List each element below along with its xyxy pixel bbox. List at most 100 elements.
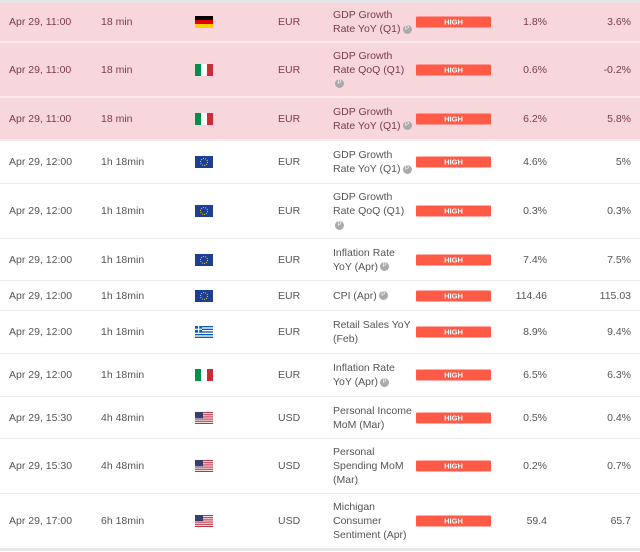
event-title: GDP Growth Rate YoY (Q1): [333, 9, 401, 35]
forecast-value: 65.7: [610, 515, 631, 527]
greece-flag-icon: [195, 326, 213, 340]
preliminary-icon: P: [402, 24, 412, 34]
actual-value: 1.8%: [523, 16, 547, 28]
actual-value: 4.6%: [523, 156, 547, 168]
impact-badge: HIGH: [416, 460, 491, 472]
actual-value: 0.3%: [523, 205, 547, 217]
event-date: Apr 29, 12:00: [9, 156, 73, 168]
event-date: Apr 29, 12:00: [9, 369, 73, 381]
event-title: GDP Growth Rate QoQ (Q1): [333, 191, 405, 217]
currency: EUR: [278, 253, 301, 266]
usa-flag-icon: [195, 460, 213, 472]
currency: USD: [278, 460, 301, 472]
event-date: Apr 29, 11:00: [9, 63, 72, 76]
time-remaining: 1h 18min: [101, 253, 145, 266]
actual-value: 59.4: [526, 515, 547, 527]
table-row[interactable]: Apr 29, 15:30 4h 48min USD Personal Inco…: [0, 397, 640, 439]
actual-value: 7.4%: [523, 253, 547, 266]
event-date: Apr 29, 12:00: [9, 205, 73, 217]
time-remaining: 1h 18min: [101, 156, 145, 168]
forecast-value: 5%: [615, 156, 631, 168]
impact-badge: HIGH: [416, 113, 491, 124]
table-row[interactable]: Apr 29, 17:00 6h 18min USD Michigan Cons…: [0, 494, 640, 549]
event-name[interactable]: Personal Income MoM (Mar): [333, 404, 413, 432]
currency: EUR: [278, 156, 301, 168]
event-date: Apr 29, 12:00: [9, 289, 73, 302]
table-row[interactable]: Apr 29, 12:00 1h 18min EUR Retail Sales …: [0, 311, 640, 354]
time-remaining: 18 min: [101, 63, 133, 76]
time-remaining: 1h 18min: [101, 326, 145, 338]
event-name[interactable]: Michigan Consumer Sentiment (Apr): [333, 500, 413, 542]
time-remaining: 1h 18min: [101, 369, 145, 381]
event-name[interactable]: Inflation Rate YoY (Apr) P: [333, 246, 413, 274]
eu-flag-icon: [195, 205, 213, 217]
impact-badge: HIGH: [416, 254, 491, 265]
event-title: Inflation Rate YoY (Apr): [333, 246, 395, 273]
time-remaining: 18 min: [101, 16, 133, 28]
time-remaining: 1h 18min: [101, 205, 145, 217]
table-row[interactable]: Apr 29, 11:00 18 min EUR GDP Growth Rate…: [0, 98, 640, 141]
forecast-value: 115.03: [599, 289, 631, 302]
italy-flag-icon: [195, 112, 213, 125]
impact-badge: HIGH: [416, 64, 491, 75]
impact-badge: HIGH: [416, 16, 491, 28]
actual-value: 114.46: [515, 289, 547, 302]
event-date: Apr 29, 15:30: [9, 460, 73, 472]
event-title: Personal Income MoM (Mar): [333, 404, 412, 431]
event-name[interactable]: Inflation Rate YoY (Apr) P: [333, 361, 413, 389]
currency: EUR: [278, 326, 301, 338]
time-remaining: 18 min: [101, 112, 133, 125]
italy-flag-icon: [195, 63, 213, 76]
currency: USD: [278, 515, 301, 527]
impact-badge: HIGH: [416, 156, 491, 168]
time-remaining: 4h 48min: [101, 411, 145, 424]
table-row[interactable]: Apr 29, 11:00 18 min EUR GDP Growth Rate…: [0, 43, 640, 98]
event-name[interactable]: GDP Growth Rate YoY (Q1) P: [333, 148, 413, 176]
impact-badge: HIGH: [416, 290, 491, 301]
preliminary-icon: P: [379, 262, 389, 272]
event-name[interactable]: GDP Growth Rate YoY (Q1) P: [333, 105, 413, 133]
forecast-value: 9.4%: [607, 326, 631, 338]
event-date: Apr 29, 15:30: [9, 411, 73, 424]
table-row[interactable]: Apr 29, 15:30 4h 48min USD Personal Spen…: [0, 439, 640, 494]
actual-value: 6.2%: [523, 112, 547, 125]
forecast-value: -0.2%: [603, 63, 631, 76]
preliminary-icon: P: [402, 164, 412, 174]
table-row[interactable]: Apr 29, 12:00 1h 18min EUR Inflation Rat…: [0, 239, 640, 281]
event-name[interactable]: CPI (Apr) P: [333, 289, 413, 303]
event-title: GDP Growth Rate YoY (Q1): [333, 149, 401, 175]
event-name[interactable]: GDP Growth Rate QoQ (Q1) P: [333, 190, 413, 232]
forecast-value: 0.7%: [607, 460, 631, 472]
forecast-value: 3.6%: [607, 16, 631, 28]
impact-badge: HIGH: [416, 326, 491, 338]
event-date: Apr 29, 11:00: [9, 16, 72, 28]
forecast-value: 6.3%: [607, 369, 631, 381]
impact-badge: HIGH: [416, 515, 491, 527]
event-name[interactable]: Retail Sales YoY (Feb): [333, 318, 413, 346]
table-row[interactable]: Apr 29, 12:00 1h 18min EUR CPI (Apr) P HI…: [0, 281, 640, 311]
event-date: Apr 29, 12:00: [9, 326, 73, 338]
table-row[interactable]: Apr 29, 12:00 1h 18min EUR Inflation Rat…: [0, 354, 640, 397]
eu-flag-icon: [195, 156, 213, 168]
event-date: Apr 29, 12:00: [9, 253, 73, 266]
currency: EUR: [278, 369, 301, 381]
currency: EUR: [278, 63, 301, 76]
preliminary-icon: P: [335, 220, 344, 230]
event-name[interactable]: Personal Spending MoM (Mar): [333, 445, 413, 487]
italy-flag-icon: [195, 369, 213, 381]
event-title: Personal Spending MoM (Mar): [333, 446, 404, 486]
table-row[interactable]: Apr 29, 11:00 18 min EUR GDP Growth Rate…: [0, 3, 640, 43]
preliminary-icon: P: [378, 291, 388, 301]
actual-value: 0.6%: [523, 63, 547, 76]
event-name[interactable]: GDP Growth Rate QoQ (Q1) P: [333, 49, 413, 91]
table-row[interactable]: Apr 29, 12:00 1h 18min EUR GDP Growth Ra…: [0, 184, 640, 239]
event-title: Retail Sales YoY (Feb): [333, 319, 411, 345]
currency: EUR: [278, 289, 301, 302]
impact-badge: HIGH: [416, 369, 491, 381]
table-row[interactable]: Apr 29, 12:00 1h 18min EUR GDP Growth Ra…: [0, 141, 640, 184]
event-title: Inflation Rate YoY (Apr): [333, 362, 395, 388]
usa-flag-icon: [195, 515, 213, 527]
actual-value: 6.5%: [523, 369, 547, 381]
event-name[interactable]: GDP Growth Rate YoY (Q1) P: [333, 8, 413, 36]
